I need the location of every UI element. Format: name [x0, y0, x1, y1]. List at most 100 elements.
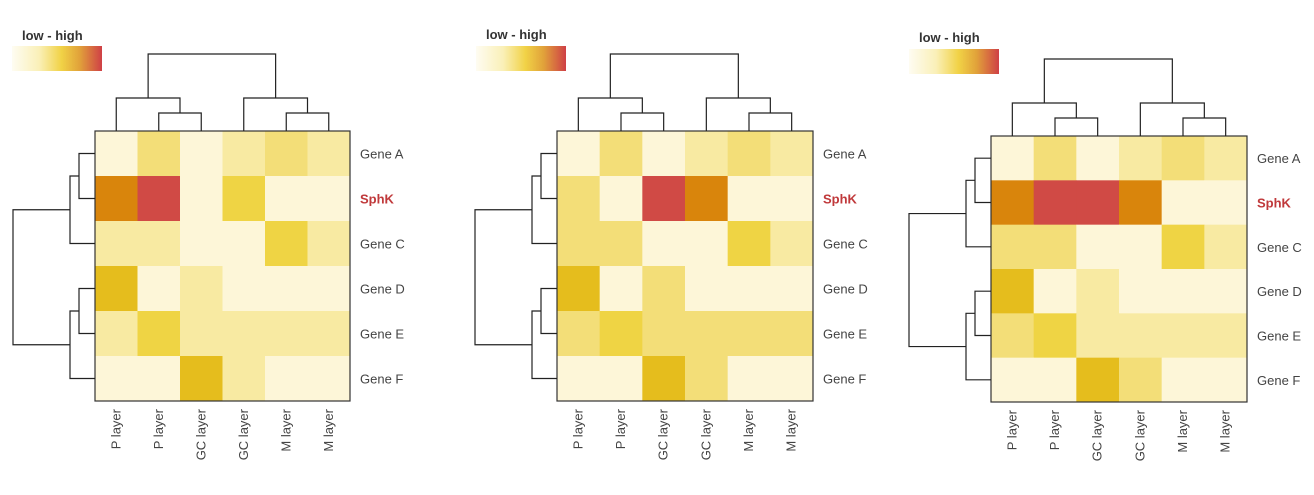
heatmap-cell — [1033, 313, 1077, 359]
row-dendrogram — [12, 152, 95, 380]
heatmap-cell — [265, 176, 308, 222]
heatmap-cell — [180, 176, 223, 222]
heatmap-cell — [685, 311, 729, 357]
heatmap-cell — [685, 221, 729, 267]
heatmap-cell — [1119, 269, 1163, 314]
heatmap-cell — [307, 311, 351, 357]
heatmap-cell — [599, 221, 643, 267]
heatmap-cell — [1119, 224, 1163, 270]
heatmap-cell — [991, 357, 1035, 403]
heatmap-cell — [265, 131, 308, 177]
heatmap-cell — [770, 221, 814, 267]
column-label: P layer — [570, 408, 585, 449]
column-label: P layer — [1004, 409, 1019, 450]
heatmap-cell — [1119, 313, 1163, 359]
heatmap-cell — [991, 269, 1035, 314]
heatmap-frame — [94, 130, 351, 402]
heatmap-cell — [222, 176, 266, 222]
column-label: GC layer — [698, 408, 713, 460]
heatmap-cell — [307, 131, 351, 177]
heatmap-cell — [95, 221, 138, 267]
row-label: Gene D — [823, 282, 868, 297]
heatmap-cell — [557, 131, 601, 177]
heatmap-cell — [1119, 180, 1163, 226]
heatmap-cell — [1076, 269, 1120, 314]
heatmap-cell — [599, 131, 643, 177]
heatmap-cell — [685, 266, 729, 312]
column-label: M layer — [1175, 409, 1190, 452]
heatmap-cell — [557, 266, 601, 312]
column-label: GC layer — [1132, 409, 1147, 461]
heatmap-cell — [137, 176, 181, 222]
heatmap-cell — [991, 180, 1035, 226]
heatmap-cell — [95, 131, 138, 177]
row-label: Gene F — [360, 372, 403, 387]
heatmap-cell — [599, 311, 643, 357]
column-label: GC layer — [656, 408, 671, 460]
row-label: Gene A — [823, 147, 867, 162]
column-label: P layer — [1047, 409, 1062, 450]
heatmap-cell — [307, 266, 351, 312]
row-label: SphK — [823, 192, 858, 207]
row-label: Gene C — [1257, 240, 1302, 255]
heatmap-cell — [991, 313, 1035, 359]
heatmap-cell — [557, 311, 601, 357]
heatmap-cell — [180, 221, 223, 267]
heatmap-cell — [265, 221, 308, 267]
legend-gradient — [909, 49, 999, 74]
heatmap-cell — [599, 176, 643, 222]
heatmap-cell — [265, 311, 308, 357]
heatmap-cell — [1119, 357, 1163, 403]
heatmap-cell — [1161, 269, 1205, 314]
column-dendrogram — [115, 53, 330, 131]
heatmap-cell — [727, 311, 771, 357]
heatmap-panel-2: low - high Gene A SphK Gene C Gene D Gene E Ge… — [474, 27, 868, 460]
row-label: Gene D — [360, 282, 405, 297]
row-label: Gene F — [1257, 373, 1300, 388]
heatmap-cell — [991, 136, 1035, 181]
heatmap-cell — [265, 266, 308, 312]
row-label: Gene F — [823, 372, 866, 387]
heatmap-cell — [137, 131, 181, 177]
row-label: Gene A — [1257, 151, 1301, 166]
row-label: Gene A — [360, 147, 404, 162]
heatmap-cell — [307, 176, 351, 222]
heatmap-cell — [180, 266, 223, 312]
heatmap-cell — [1033, 224, 1077, 270]
heatmap-cell — [642, 266, 686, 312]
heatmap-cell — [642, 176, 686, 222]
heatmap-cell — [1204, 357, 1248, 403]
heatmap-cell — [685, 176, 729, 222]
legend-gradient — [476, 46, 566, 71]
column-dendrogram — [1011, 58, 1227, 136]
heatmap-panel-1: low - high Gene A SphK Gene C Gene D Gene E Ge… — [12, 28, 405, 460]
heatmap-cell — [95, 266, 138, 312]
row-label: Gene C — [360, 237, 405, 252]
column-label: GC layer — [1090, 409, 1105, 461]
heatmap-cell — [599, 266, 643, 312]
heatmap-cell — [727, 221, 771, 267]
heatmap-cell — [1204, 180, 1248, 226]
heatmap-cell — [642, 311, 686, 357]
heatmap-cell — [1033, 357, 1077, 403]
row-label: Gene D — [1257, 284, 1302, 299]
heatmap-panel-3: low - high Gene A SphK Gene C Gene D Gene E Ge… — [908, 30, 1302, 461]
heatmap-cell — [1033, 136, 1077, 181]
heatmap-cell — [307, 356, 351, 402]
column-label: M layer — [1218, 409, 1233, 452]
heatmap-cell — [727, 356, 771, 402]
row-dendrogram — [474, 152, 557, 380]
column-label: GC layer — [236, 408, 251, 460]
heatmap-cell — [770, 266, 814, 312]
heatmap-cell — [727, 176, 771, 222]
heatmap-cell — [770, 176, 814, 222]
heatmap-cell — [770, 356, 814, 402]
heatmap-cell — [685, 356, 729, 402]
heatmap-cell — [180, 356, 223, 402]
heatmap-cell — [557, 221, 601, 267]
heatmap-cell — [1161, 357, 1205, 403]
heatmap-cell — [222, 221, 266, 267]
column-label: P layer — [151, 408, 166, 449]
heatmap-cell — [557, 176, 601, 222]
heatmap-cell — [1161, 180, 1205, 226]
